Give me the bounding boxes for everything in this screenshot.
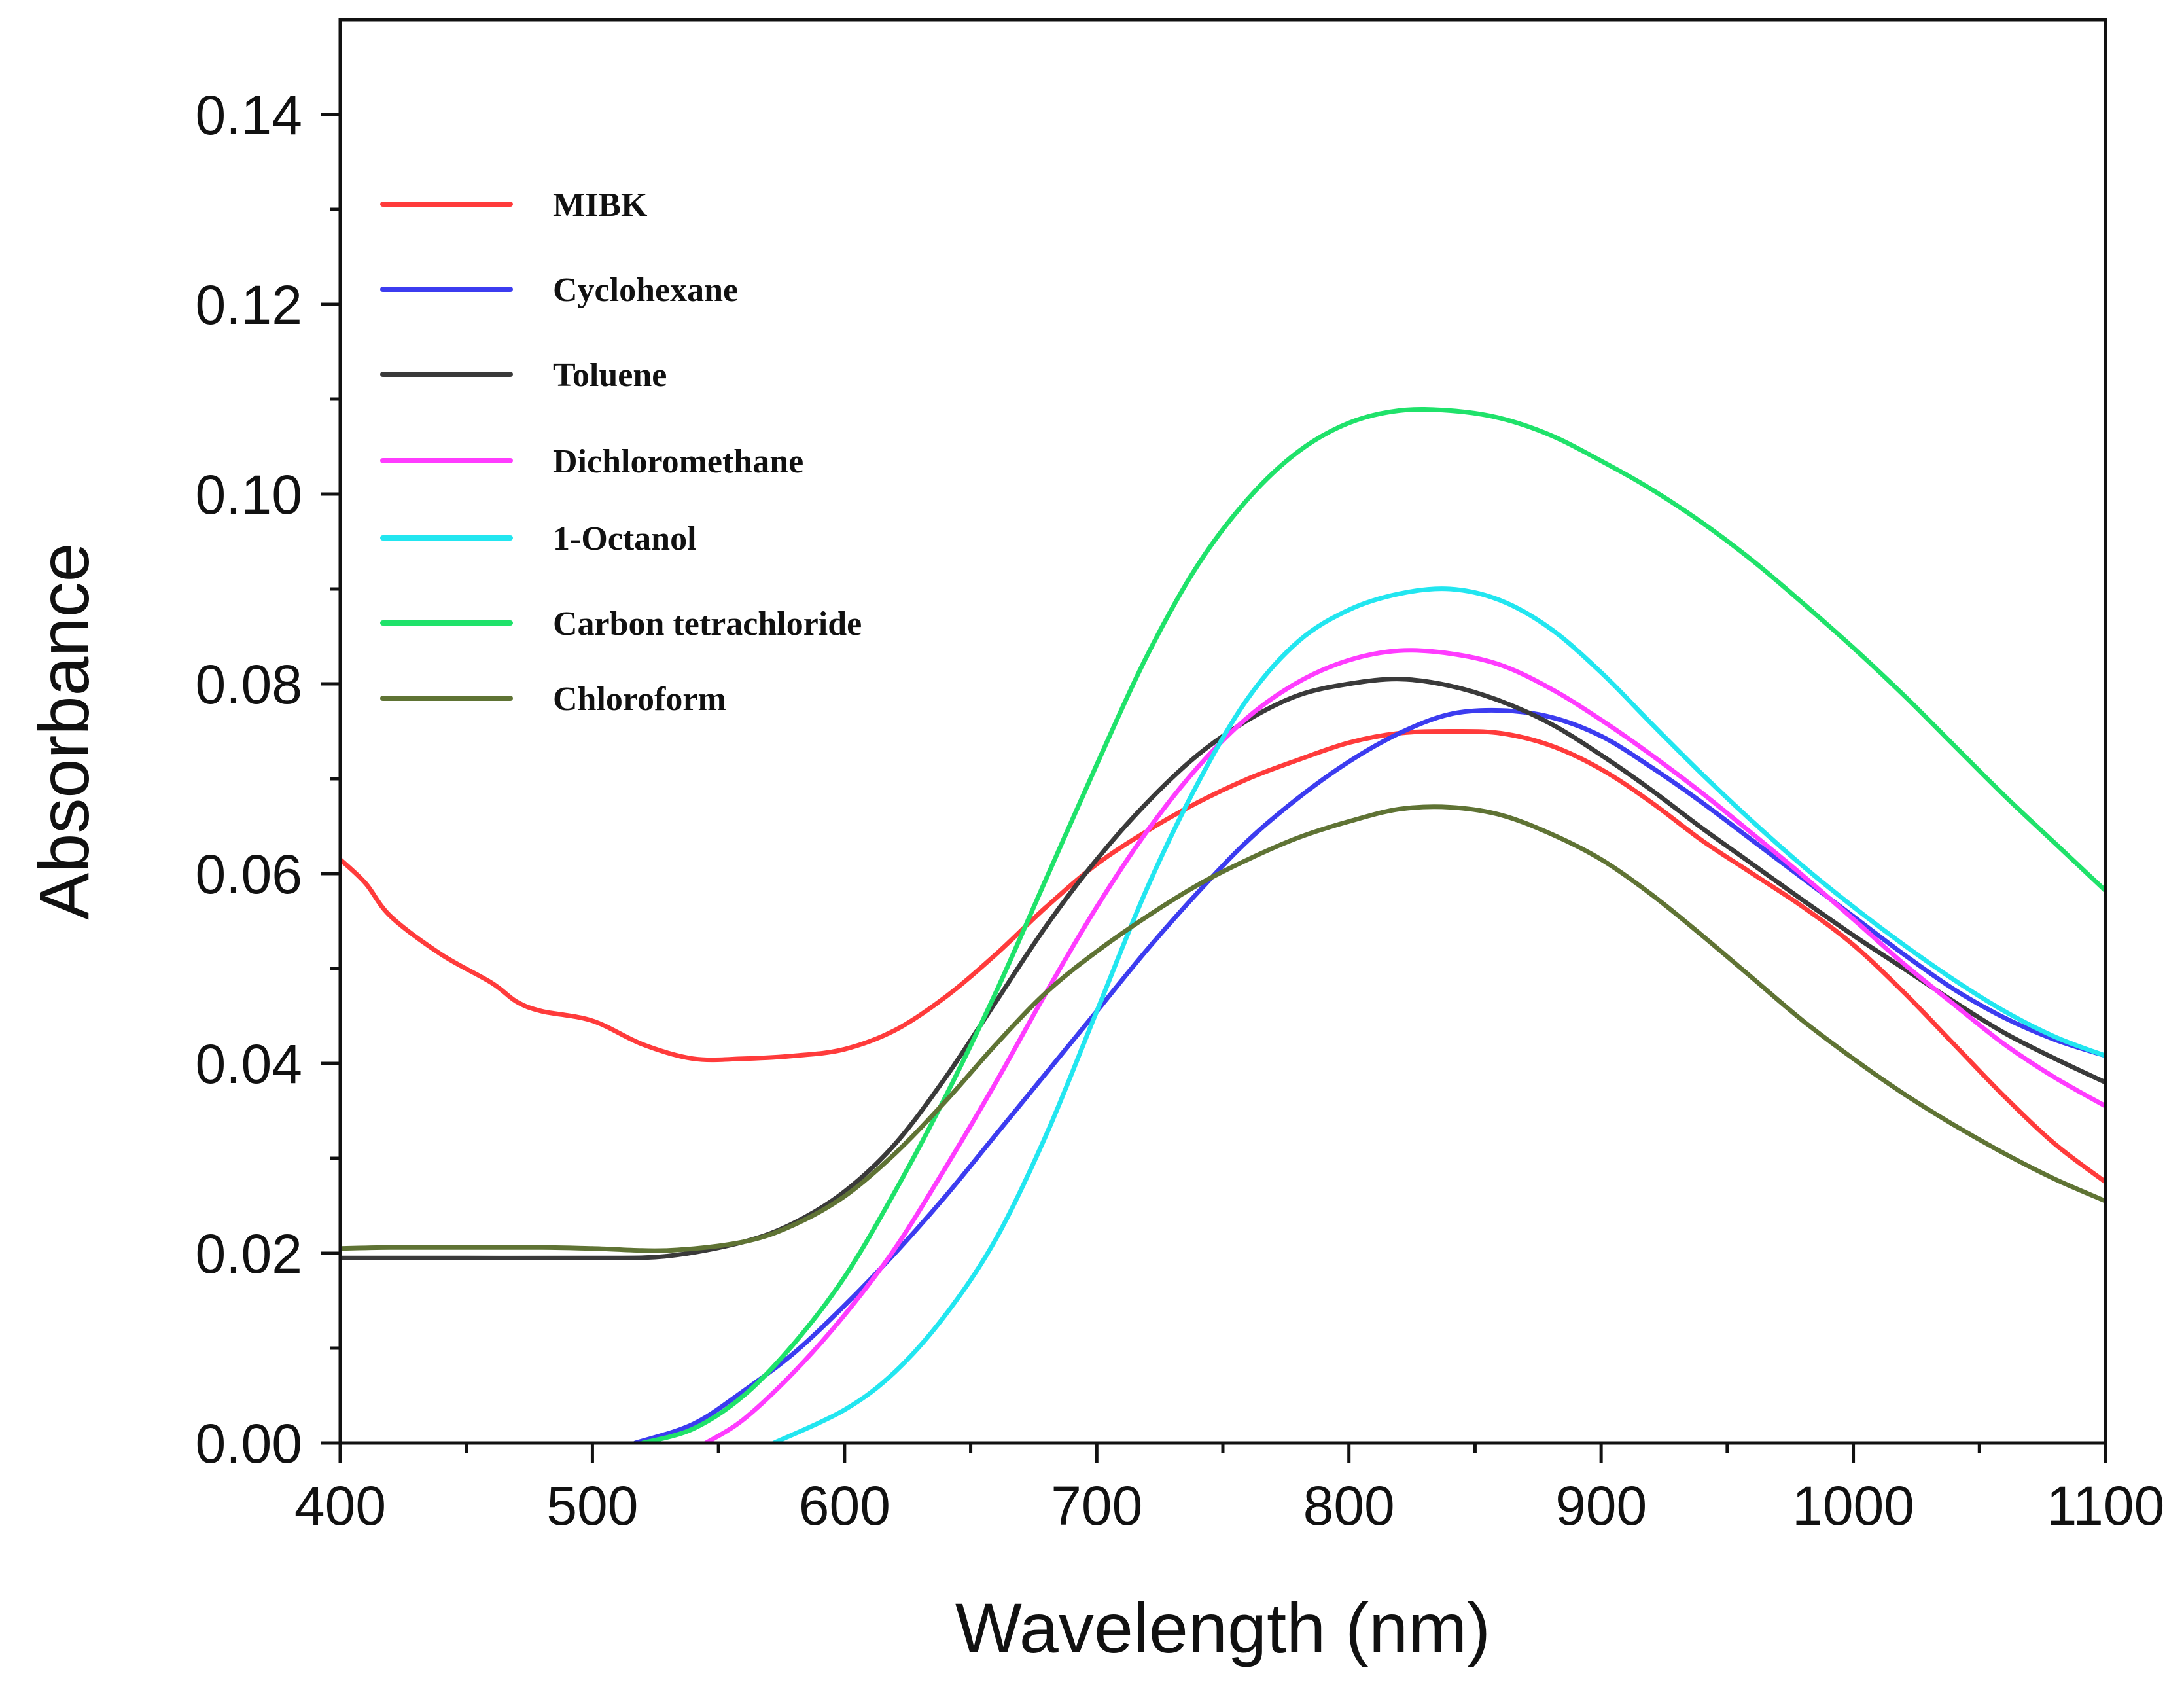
series-layer: [340, 406, 2105, 1443]
legend-label: Toluene: [553, 357, 667, 394]
y-tick-label: 0.06: [196, 844, 303, 905]
plot-frame: [338, 18, 2107, 1445]
series-line-carbon-tetrachloride: [641, 406, 2105, 1443]
series-line-cyclohexane: [633, 707, 2105, 1443]
series-line-mibk: [340, 728, 2105, 1184]
series-line-1-octanol: [771, 586, 2105, 1443]
series-line-dichloromethane: [703, 648, 2105, 1443]
x-tick-label: 500: [546, 1475, 638, 1537]
legend-label: Cyclohexane: [553, 272, 738, 309]
y-tick-label: 0.08: [196, 654, 303, 715]
legend-label: MIBK: [553, 187, 648, 224]
y-tick-label: 0.00: [196, 1413, 303, 1474]
y-axis-title: Absorbance: [24, 543, 103, 919]
y-tick-label: 0.10: [196, 464, 303, 525]
y-tick-label: 0.14: [196, 84, 303, 146]
x-tick-label: 600: [799, 1475, 890, 1537]
y-tick-label: 0.12: [196, 274, 303, 336]
legend-label: Dichloromethane: [553, 443, 803, 480]
x-tick-label: 1100: [2047, 1475, 2165, 1537]
legend: MIBK Cyclohexane Toluene Dichloromethane 1-O…: [380, 187, 862, 718]
series-line-chloroform: [340, 804, 2105, 1253]
x-axis-title: Wavelength (nm): [955, 1588, 1490, 1667]
x-tick-label: 900: [1555, 1475, 1647, 1537]
axis-ticks: 400 500 600 700 800 900 1000 1100 0.00 0.02 0.04 0.…: [196, 84, 2165, 1537]
x-tick-label: 700: [1051, 1475, 1142, 1537]
legend-label: 1-Octanol: [553, 520, 697, 558]
x-tick-label: 800: [1303, 1475, 1395, 1537]
series-line-toluene: [340, 677, 2105, 1260]
x-tick-label: 400: [294, 1475, 386, 1537]
legend-label: Chloroform: [553, 681, 726, 718]
y-tick-label: 0.02: [196, 1223, 303, 1285]
x-tick-label: 1000: [1792, 1475, 1914, 1537]
y-tick-label: 0.04: [196, 1033, 303, 1095]
legend-label: Carbon tetrachloride: [553, 605, 862, 643]
